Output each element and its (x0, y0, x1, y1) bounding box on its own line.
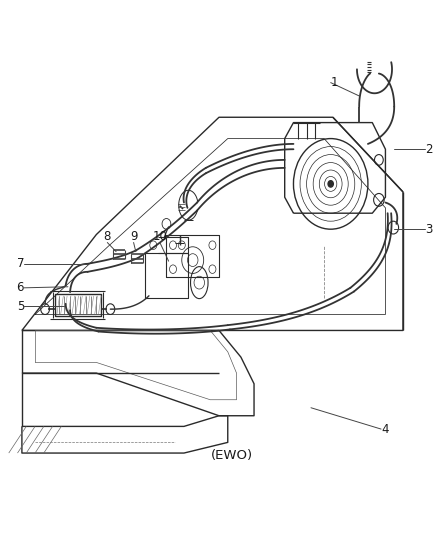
Text: 1: 1 (331, 76, 338, 89)
Text: 9: 9 (130, 230, 138, 243)
Text: 10: 10 (152, 230, 167, 243)
Text: 3: 3 (425, 223, 432, 236)
Text: 8: 8 (104, 230, 111, 243)
Text: 6: 6 (17, 281, 24, 294)
Text: 5: 5 (17, 300, 24, 313)
Text: (EWO): (EWO) (211, 449, 253, 462)
Circle shape (328, 181, 333, 187)
Text: 4: 4 (381, 423, 389, 435)
Text: 2: 2 (425, 143, 432, 156)
Text: 7: 7 (17, 257, 24, 270)
